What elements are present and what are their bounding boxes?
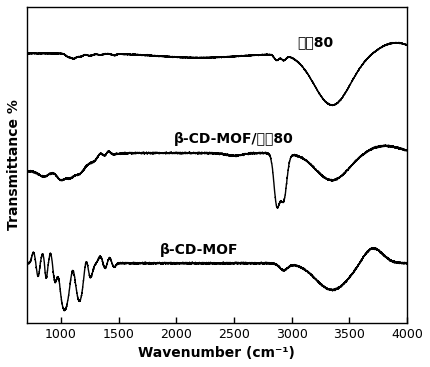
Text: β-CD-MOF: β-CD-MOF: [160, 243, 239, 257]
Text: β-CD-MOF/吐渃80: β-CD-MOF/吐渃80: [174, 132, 294, 146]
X-axis label: Wavenumber (cm⁻¹): Wavenumber (cm⁻¹): [138, 346, 295, 360]
Text: 吐渃80: 吐渃80: [298, 35, 334, 49]
Y-axis label: Transmittance %: Transmittance %: [7, 99, 21, 230]
